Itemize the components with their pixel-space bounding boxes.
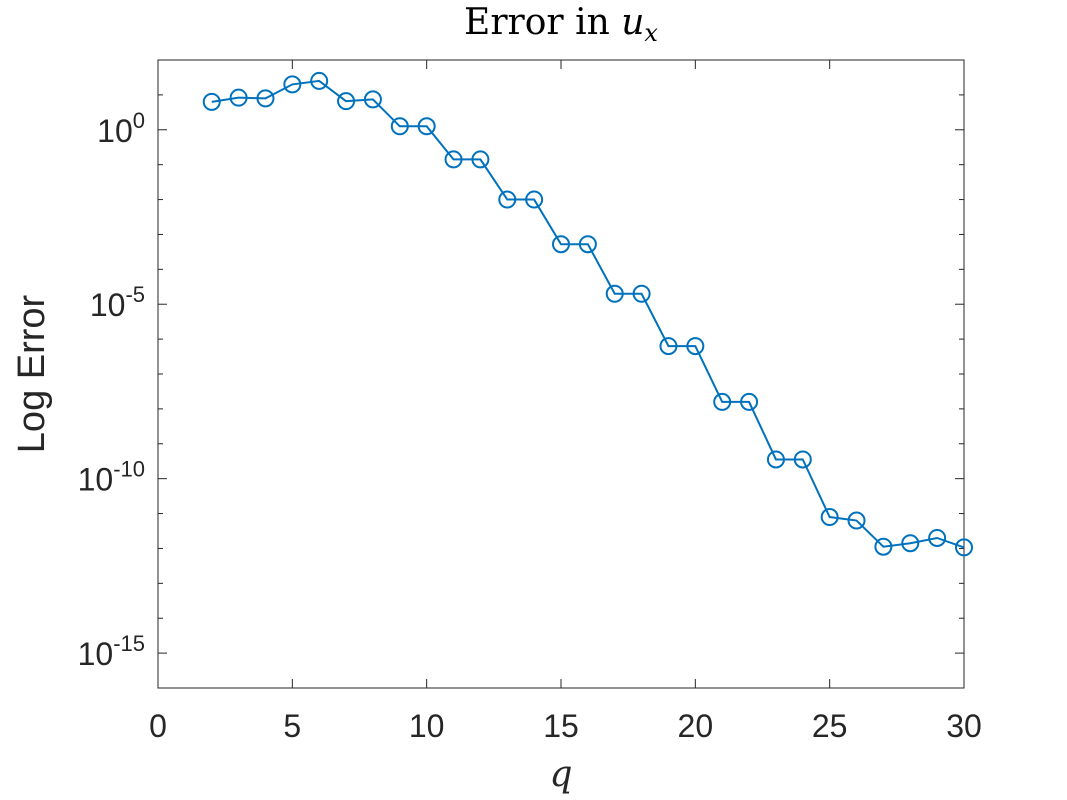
y-tick-base: 10: [78, 636, 114, 672]
data-point-marker: [955, 538, 973, 557]
x-tick-label: 10: [409, 708, 445, 744]
data-point-marker: [740, 392, 759, 411]
y-tick-exponent: -5: [125, 282, 145, 307]
y-tick-exponent: -10: [113, 457, 145, 482]
data-point-marker: [847, 511, 866, 530]
data-point-marker: [525, 190, 544, 209]
data-point-marker: [605, 284, 624, 303]
y-tick-label: 10-10: [78, 457, 145, 498]
data-point-marker: [766, 450, 785, 469]
data-point-marker: [229, 88, 248, 107]
data-point-marker: [283, 75, 302, 94]
data-point-marker: [552, 235, 570, 254]
data-point-marker: [713, 392, 732, 411]
data-point-marker: [390, 117, 409, 136]
x-tick-label: 5: [283, 708, 301, 744]
data-point-marker: [632, 284, 651, 303]
data-point-marker: [793, 450, 812, 469]
chart-title: Error in ux: [464, 2, 658, 47]
y-tick-base: 10: [78, 462, 114, 498]
data-point-marker: [337, 92, 356, 111]
data-point-marker: [820, 508, 839, 527]
y-tick-exponent: 0: [133, 108, 145, 133]
data-point-marker: [901, 534, 920, 553]
plot-area: [157, 59, 965, 689]
data-point-marker: [256, 89, 275, 108]
y-tick-exponent: -15: [113, 631, 145, 656]
series-group: [202, 71, 973, 557]
y-tick-base: 10: [97, 113, 133, 149]
data-point-marker: [363, 90, 382, 109]
data-point-marker: [578, 235, 597, 254]
data-point-marker: [686, 337, 705, 356]
data-point-marker: [498, 190, 517, 209]
data-point-marker: [202, 92, 221, 111]
data-point-marker: [444, 150, 463, 169]
y-tick-label: 10-5: [90, 282, 145, 323]
data-point-marker: [471, 150, 490, 169]
data-point-marker: [874, 537, 893, 556]
chart-title-math-subscript: x: [644, 19, 658, 47]
y-axis-label: Log Error: [11, 294, 53, 453]
data-point-marker: [310, 71, 329, 90]
x-axis-label: q: [549, 754, 572, 795]
y-tick-label: 10-15: [78, 631, 145, 672]
series-line: [211, 79, 965, 549]
y-tick-label: 100: [97, 108, 145, 149]
chart-title-text: Error in: [464, 2, 621, 43]
x-tick-label: 15: [543, 708, 579, 744]
data-point-marker: [659, 337, 678, 356]
data-point-marker: [928, 528, 947, 547]
x-tick-label: 25: [812, 708, 848, 744]
x-tick-label: 20: [678, 708, 714, 744]
y-tick-base: 10: [90, 287, 126, 323]
chart-title-math: u: [621, 2, 644, 43]
x-tick-label: 30: [946, 708, 982, 744]
data-point-marker: [417, 117, 436, 136]
x-tick-label: 0: [149, 708, 167, 744]
